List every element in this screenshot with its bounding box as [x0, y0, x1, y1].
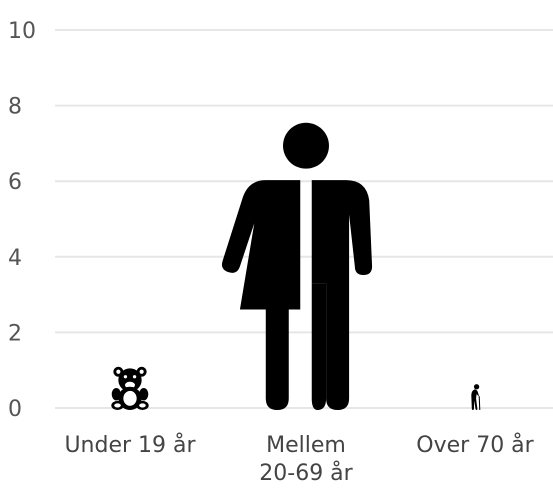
pictogram-marks — [111, 122, 481, 410]
x-category-label: Mellem — [266, 433, 346, 458]
x-category-label: 20-69 år — [259, 460, 353, 486]
elderly-person-cane-icon — [471, 384, 481, 410]
y-tick-label: 10 — [8, 19, 36, 44]
y-tick-label: 6 — [8, 170, 22, 195]
y-tick-label: 4 — [8, 246, 22, 271]
x-category-label: Over 70 år — [416, 432, 534, 458]
person-unisex-icon — [221, 122, 373, 410]
y-tick-label: 2 — [8, 321, 22, 346]
gridlines — [55, 29, 553, 409]
y-tick-label: 8 — [8, 95, 22, 120]
y-tick-label: 0 — [8, 397, 22, 422]
x-category-label: Under 19 år — [64, 432, 196, 458]
y-axis-ticks: 0 2 4 6 8 10 — [8, 19, 36, 422]
teddy-bear-icon — [111, 366, 149, 410]
